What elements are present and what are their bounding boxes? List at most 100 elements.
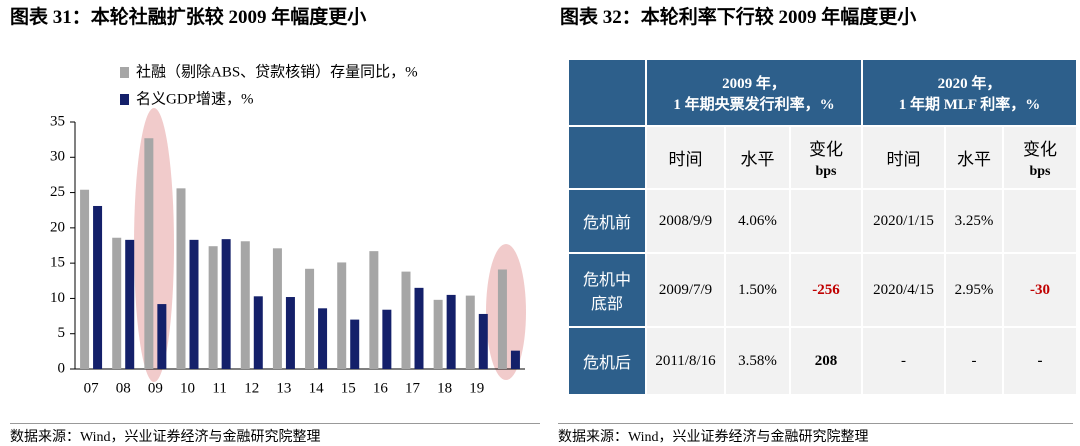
cell-text: 2020/1/15 [873,212,934,229]
bar [318,308,328,369]
y-tick-label: 15 [50,255,65,271]
cell-text: - [1037,352,1043,369]
bar [157,304,167,369]
x-tick-label: 13 [276,380,291,396]
bar [401,271,411,369]
y-tick-label: 20 [50,219,65,235]
group-header: 2020 年， 1 年期 MLF 利率，% [861,58,1078,127]
cell-text: 2.95% [954,281,994,298]
x-tick-label: 15 [341,380,356,396]
cell-text: 1 年期央票发行利率，% [673,96,835,113]
cell: 3.25% [944,188,1004,254]
bar [305,268,315,369]
source: 数据来源：Wind，兴业证券经济与金融研究院整理 [10,423,540,446]
cell [1002,188,1078,254]
bar [80,189,90,369]
x-tick-label: 17 [405,380,421,396]
x-tick-label: 08 [116,380,131,396]
cell-text: 危机前 [582,215,631,232]
cell-text: 时间 [886,150,921,169]
bar [465,295,475,369]
y-tick-label: 30 [50,149,65,165]
cell-text: 变化 [809,140,843,159]
x-tick-label: 07 [84,380,100,396]
bar [176,188,186,369]
cell-text: -256 [812,281,840,298]
bar [125,239,135,369]
bar [272,248,282,369]
bar [208,246,218,369]
cell: 4.06% [724,188,791,254]
bar [221,239,231,369]
cell: -256 [789,252,863,328]
cell-text: - [971,352,977,369]
table: 2009 年， 1 年期央票发行利率，% 2020 年， 1 年期 MLF 利率，% 时… [567,58,1078,396]
source: 数据来源：Wind，兴业证券经济与金融研究院整理 [558,423,1073,446]
subheader: 时间 [645,125,726,190]
bar [253,296,263,369]
cell-text: 1 年期 MLF 利率，% [898,96,1041,113]
cell: 2020/1/15 [861,188,946,254]
cell-text: 3.25% [954,212,994,229]
chart: 0 5 10 15 20 25 30 35 社融（剔除ABS、贷款核销）存量同比，% 名义GDP增… [50,63,526,396]
cell: 2011/8/16 [645,326,726,396]
x-tick-label: 18 [437,380,452,396]
cell-text: 危机后 [582,355,631,372]
bar [478,313,488,369]
header-row: 2009 年， 1 年期央票发行利率，% 2020 年， 1 年期 MLF 利率，% [567,58,1078,127]
cell-text: 2011/8/16 [655,352,716,369]
cell: 2009/7/9 [645,252,726,328]
bar [369,251,379,369]
bar [337,262,347,369]
cell-text: 2008/9/9 [658,212,713,229]
cell-text: 2009/7/9 [658,281,713,298]
y-tick-label: 5 [58,325,66,341]
legend-label: 名义GDP增速，% [136,90,254,107]
y-tick-label: 35 [50,113,65,129]
subheader: 水平 [724,125,791,190]
y-tick-label: 25 [50,184,65,200]
cell: 2020/4/15 [861,252,946,328]
subheader: 变化 bps [789,125,863,190]
legend-label: 社融（剔除ABS、贷款核销）存量同比，% [136,63,418,80]
cell: 208 [789,326,863,396]
cell-text: 4.06% [738,212,777,229]
row: 危机中 底部 2009/7/9 1.50% -256 2020/4/15 2.95% -30 [567,252,1078,328]
cell-text: 危机中 [582,272,631,289]
cell-text: bps [815,164,837,179]
cell-text: 208 [814,352,838,369]
cell: - [1002,326,1078,396]
bar [433,299,443,369]
row: 危机后 2011/8/16 3.58% 208 - - - [567,326,1078,396]
cell-text: -30 [1030,281,1050,298]
bar [285,297,295,369]
x-tick-label: 14 [309,380,325,396]
cell-text: 2009 年， [722,75,786,92]
x-tick-label: 12 [244,380,259,396]
bar [112,237,122,369]
bar [144,138,154,369]
x-tick-label: 11 [212,380,226,396]
x-tick-label: 19 [469,380,484,396]
cell-text: 1.50% [738,281,777,298]
bar [93,205,103,369]
cell-text: 变化 [1023,140,1057,159]
cell-text: bps [1029,164,1051,179]
bar [350,319,360,369]
bar [510,350,520,369]
cell-text: 水平 [740,150,775,169]
cell [789,188,863,254]
highlight [134,108,174,382]
cell: 1.50% [724,252,791,328]
cell: 2.95% [944,252,1004,328]
subheader: 变化 bps [1002,125,1078,190]
x-tick-label: 10 [180,380,195,396]
chart-title: 图表 31：本轮社融扩张较 2009 年幅度更小 [10,7,367,28]
row-label: 危机中 底部 [567,252,647,328]
cell-text: 3.58% [738,352,777,369]
x-tick-label: 09 [148,380,163,396]
cell-text: 2020 年， [937,75,1002,92]
cell-text: 水平 [957,150,991,169]
bar [446,294,456,369]
